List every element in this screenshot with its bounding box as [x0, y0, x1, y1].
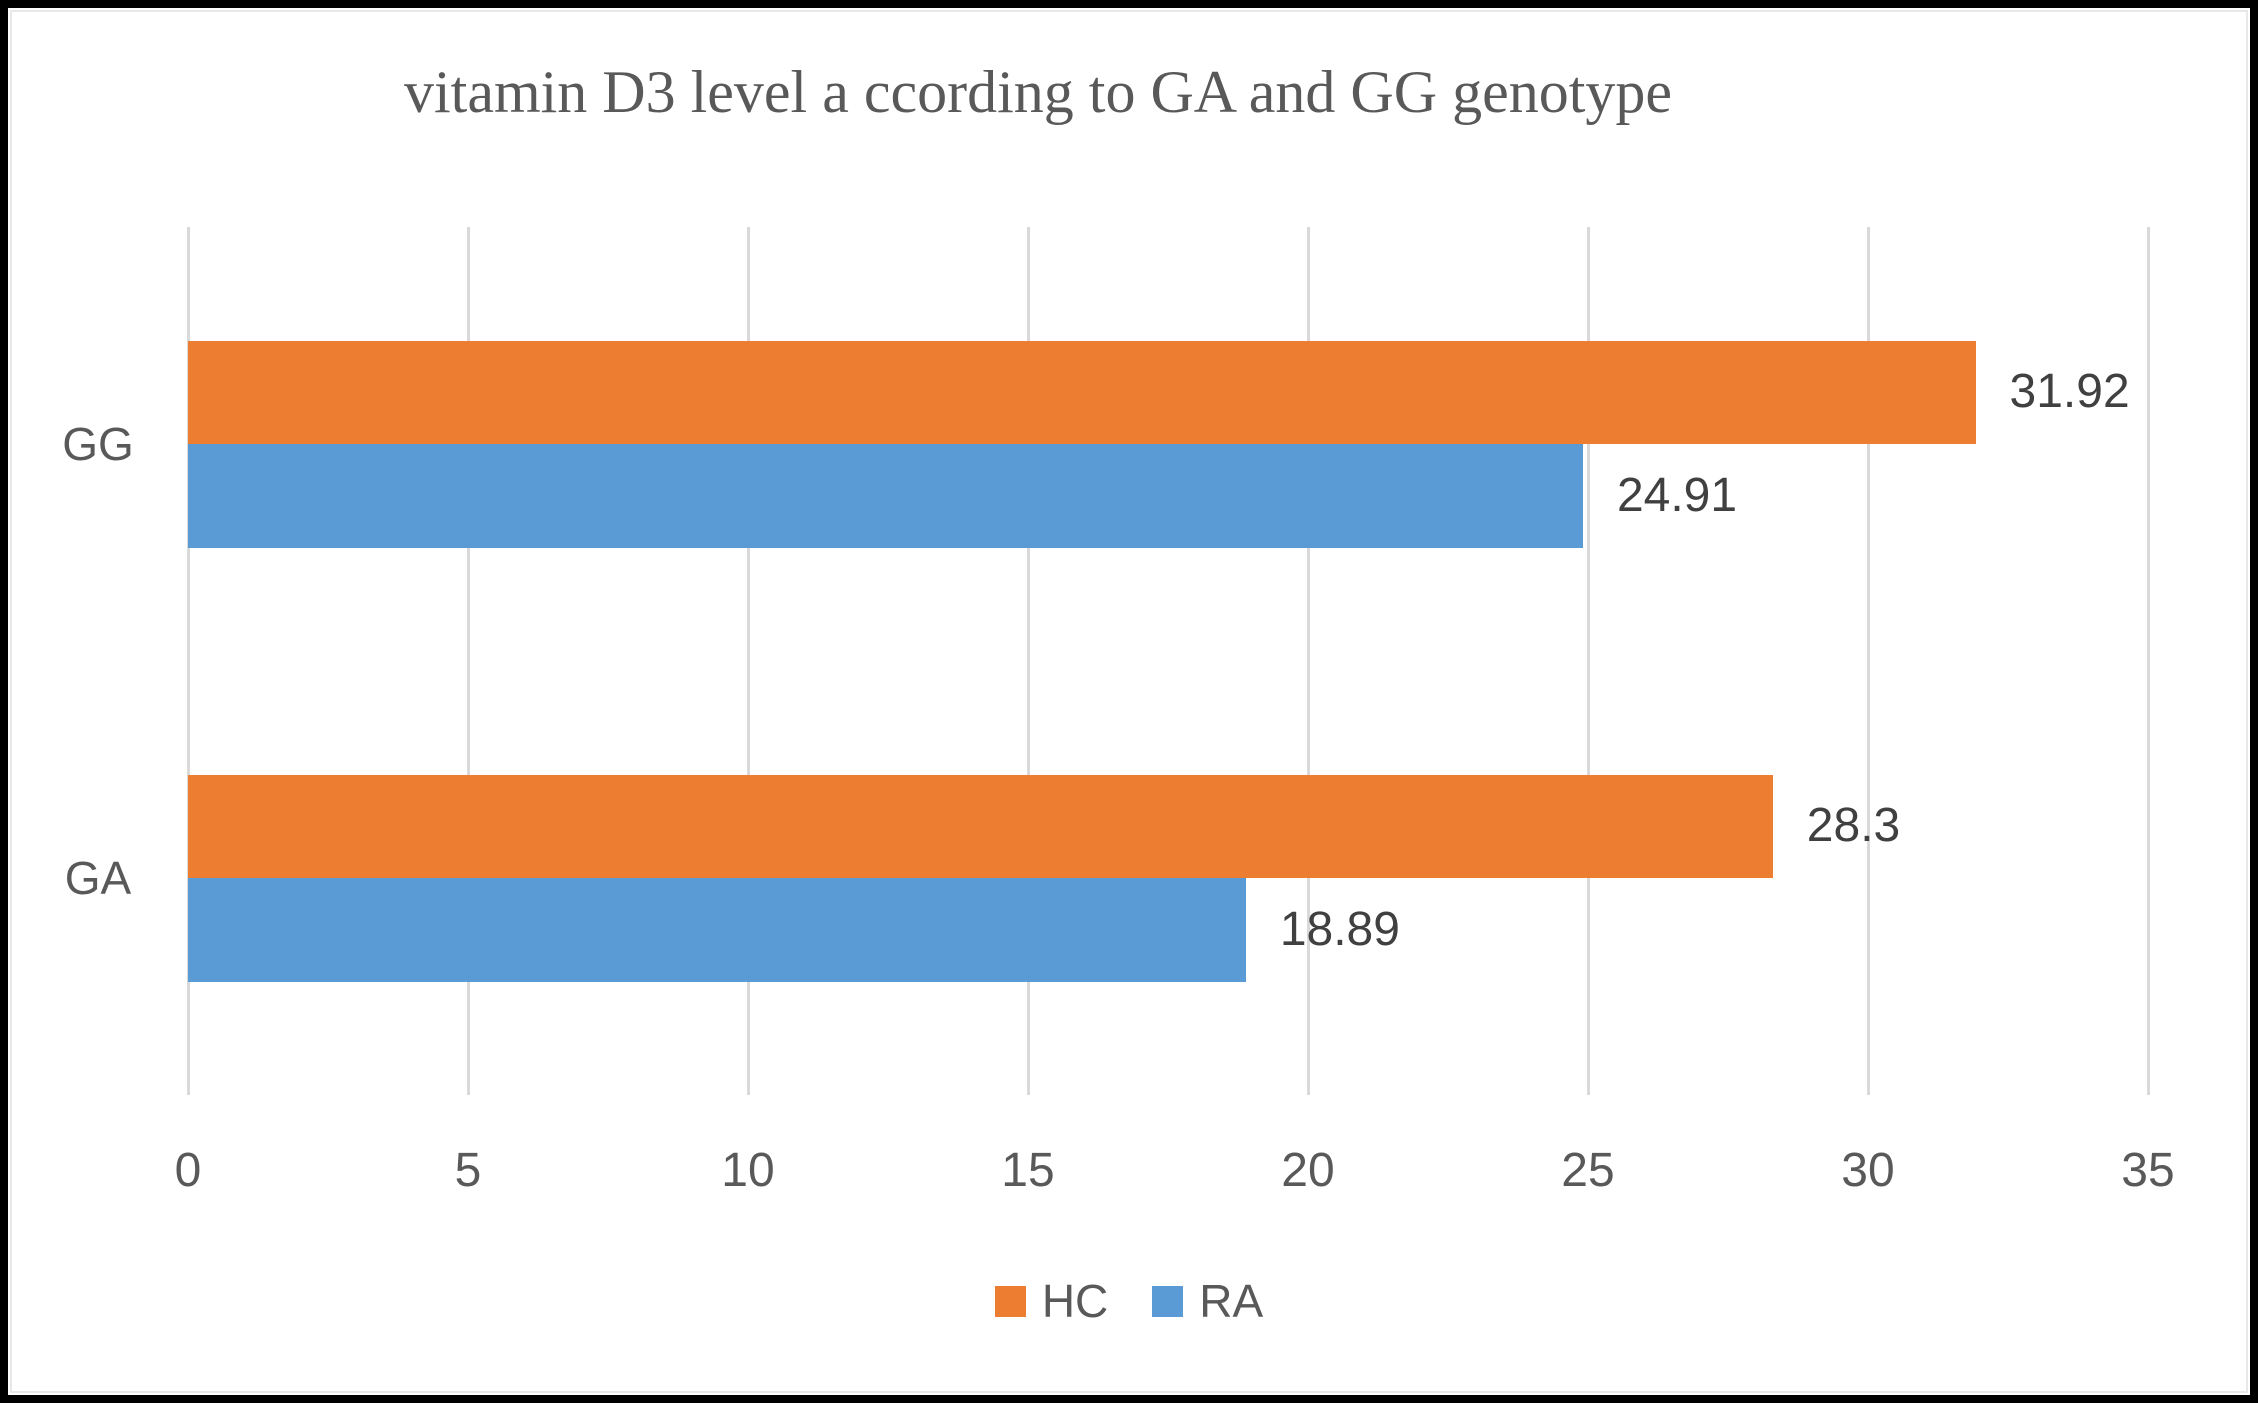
- category-label-ga: GA: [64, 852, 132, 904]
- legend: HC RA: [8, 1276, 2250, 1326]
- gridline-x-25: [1586, 227, 1590, 1095]
- x-axis-tick-label-25: 25: [1561, 1144, 1615, 1197]
- bar-hc-gg: [188, 340, 1976, 444]
- gridline-x-0: [186, 227, 190, 1095]
- x-axis-tick-label-30: 30: [1841, 1144, 1895, 1197]
- chart-title: vitamin D3 level a ccording to GA and GG…: [403, 59, 1673, 125]
- data-label-ra-gg: 24.91: [1616, 468, 1738, 522]
- legend-label-hc: HC: [1041, 1275, 1109, 1327]
- x-axis-tick-label-20: 20: [1281, 1144, 1335, 1197]
- bar-hc-ga: [188, 774, 1773, 878]
- data-label-hc-gg: 31.92: [2009, 365, 2130, 419]
- legend-label-ra: RA: [1199, 1275, 1264, 1327]
- bar-ra-gg: [188, 444, 1583, 548]
- gridline-x-20: [1306, 227, 1310, 1095]
- legend-entry-ra: RA: [1152, 1276, 1263, 1326]
- x-axis-tick-label-10: 10: [721, 1144, 775, 1197]
- category-label-gg: GG: [62, 418, 134, 470]
- x-axis-tick-label-35: 35: [2121, 1144, 2175, 1197]
- plot-area: 0 5 10 15 20 25 30 35 GG 31.92 24.91 GA 28.3 18.89: [62, 227, 2175, 1197]
- x-axis-tick-label-0: 0: [174, 1144, 202, 1197]
- gridline-x-15: [1026, 227, 1030, 1095]
- data-label-hc-ga: 28.3: [1806, 799, 1901, 853]
- gridline-x-30: [1866, 227, 1870, 1095]
- bar-ra-ga: [188, 878, 1246, 982]
- legend-swatch-hc-icon: [994, 1285, 1026, 1317]
- x-axis-tick-label-5: 5: [454, 1144, 482, 1197]
- legend-entry-hc: HC: [994, 1275, 1109, 1327]
- data-label-ra-ga: 18.89: [1279, 902, 1400, 956]
- gridline-x-10: [746, 227, 750, 1095]
- gridline-x-5: [466, 227, 470, 1095]
- gridline-x-35: [2146, 227, 2150, 1095]
- legend-swatch-ra-icon: [1152, 1285, 1184, 1317]
- x-axis-tick-label-15: 15: [1001, 1144, 1055, 1197]
